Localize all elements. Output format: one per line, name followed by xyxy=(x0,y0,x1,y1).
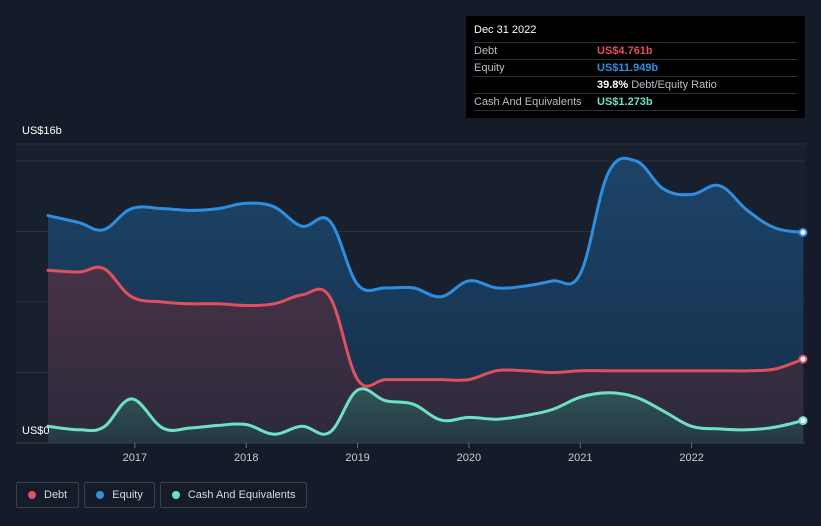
tooltip-equity-label: Equity xyxy=(474,62,505,74)
legend-equity-dot xyxy=(96,491,105,499)
legend: Debt Equity Cash And Equivalents xyxy=(16,482,308,508)
x-tick-label: 2021 xyxy=(568,452,592,464)
tooltip-ratio-value: 39.8% xyxy=(597,79,629,91)
tooltip-date: Dec 31 2022 xyxy=(474,24,537,36)
y-axis-top-label: US$16b xyxy=(22,125,62,137)
legend-debt-dot xyxy=(28,491,36,499)
tooltip-cash-value: US$1.273b xyxy=(597,96,653,108)
tooltip-ratio-label: Debt/Equity Ratio xyxy=(631,79,717,91)
legend-equity-label: Equity xyxy=(112,489,143,501)
x-tick-label: 2017 xyxy=(123,452,147,464)
tooltip-cash-label: Cash And Equivalents xyxy=(474,96,582,108)
tooltip-row-ratio: 39.8% Debt/Equity Ratio xyxy=(474,76,797,93)
x-tick-label: 2022 xyxy=(679,452,703,464)
equity-end-marker xyxy=(798,227,808,237)
tooltip-panel: Dec 31 2022 Debt US$4.761b Equity US$11.… xyxy=(466,16,805,118)
legend-cash-dot xyxy=(171,491,180,499)
tooltip-equity-value: US$11.949b xyxy=(597,62,659,74)
x-tick-label: 2018 xyxy=(234,452,258,464)
x-tick-label: 2020 xyxy=(457,452,481,464)
legend-item-equity[interactable]: Equity xyxy=(84,482,155,508)
tooltip-ratio-spacer xyxy=(474,77,597,93)
tooltip-row-debt: Debt US$4.761b xyxy=(474,42,797,59)
legend-debt-label: Debt xyxy=(44,489,68,501)
cash-and-equivalents-line xyxy=(46,387,805,436)
tooltip-debt-label: Debt xyxy=(474,45,498,57)
equity-line xyxy=(46,156,805,299)
legend-cash-label: Cash And Equivalents xyxy=(187,489,296,501)
tooltip-row-equity: Equity US$11.949b xyxy=(474,59,797,76)
legend-item-cash[interactable]: Cash And Equivalents xyxy=(159,482,308,508)
cash-and-equivalents-area xyxy=(48,388,803,443)
y-axis-bottom-label: US$0 xyxy=(22,425,50,437)
tooltip-debt-value: US$4.761b xyxy=(597,45,653,57)
legend-item-debt[interactable]: Debt xyxy=(16,482,80,508)
debt-line xyxy=(46,265,805,388)
debt-end-marker xyxy=(798,354,808,364)
cash-and-equivalents-end-marker xyxy=(798,416,808,426)
tooltip-row-cash: Cash And Equivalents US$1.273b xyxy=(474,93,797,111)
x-tick-label: 2019 xyxy=(345,452,369,464)
